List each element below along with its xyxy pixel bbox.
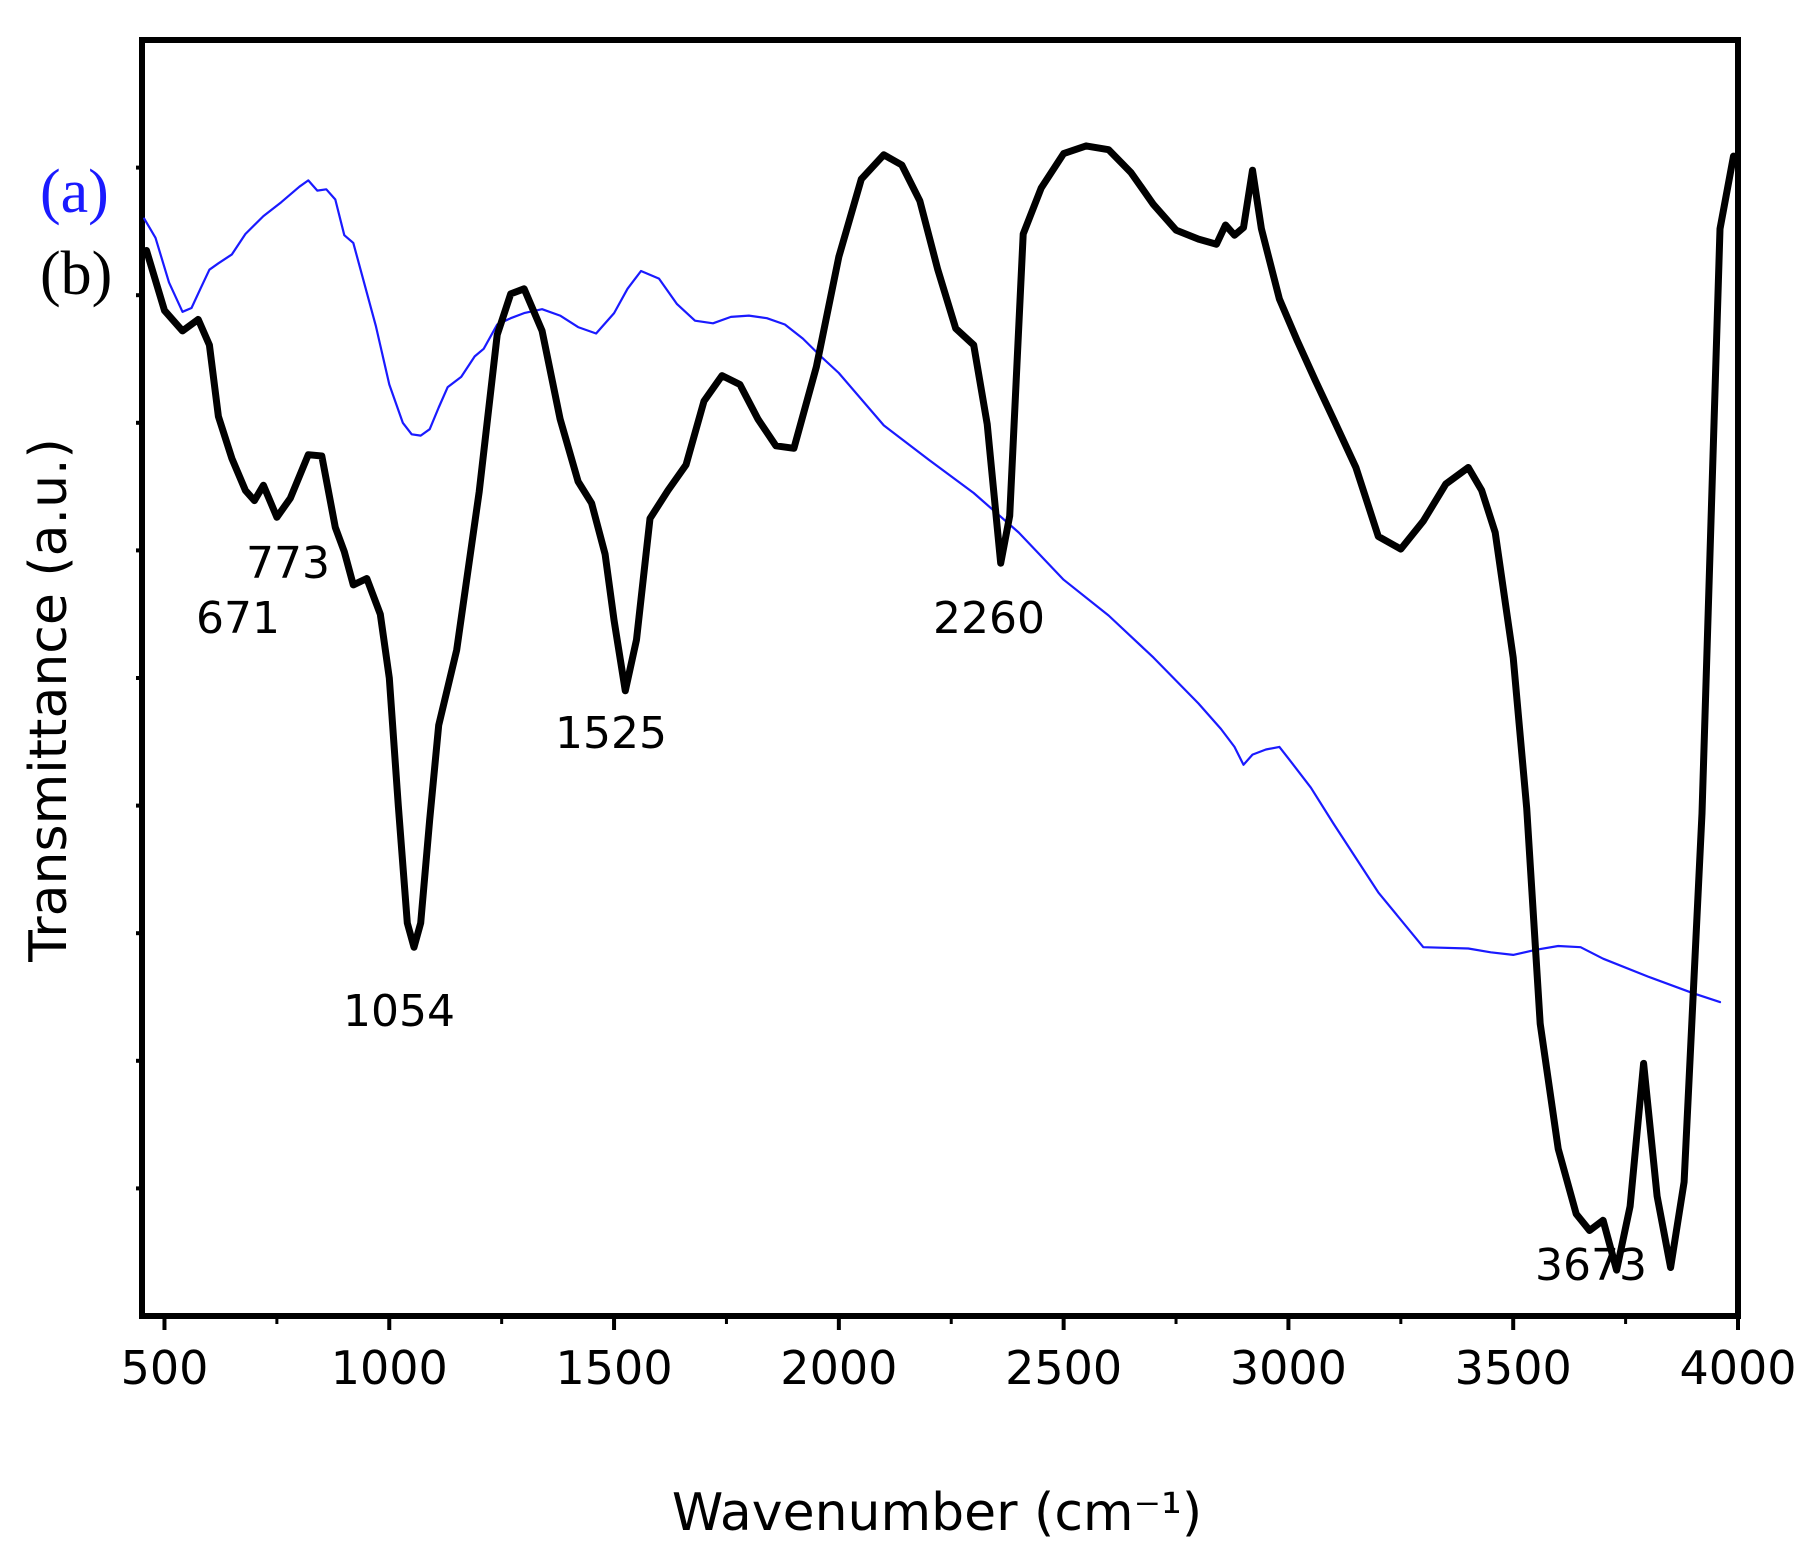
peak-label-671: 671: [196, 593, 280, 644]
y-axis-title: Transmittance (a.u.): [19, 438, 79, 963]
x-tick-label: 500: [121, 1341, 209, 1395]
x-tick-label: 2000: [780, 1341, 897, 1395]
peak-label-1054: 1054: [343, 986, 455, 1037]
legend-label-a: (a): [40, 158, 109, 226]
x-tick-label: 3500: [1455, 1341, 1572, 1395]
x-tick-label: 1500: [556, 1341, 673, 1395]
series-b-line: [143, 142, 1737, 1274]
peak-label-773: 773: [246, 538, 330, 589]
x-axis-title: Wavenumber (cm⁻¹): [672, 1483, 1202, 1543]
peak-label-1525: 1525: [555, 708, 667, 759]
peak-label-3673: 3673: [1535, 1240, 1647, 1291]
x-tick-label: 2500: [1005, 1341, 1122, 1395]
x-tick-label: 3000: [1230, 1341, 1347, 1395]
plot-frame: [139, 37, 1741, 1319]
series-a-line: [143, 179, 1722, 1004]
x-tick-label: 4000: [1679, 1341, 1796, 1395]
x-tick-label: 1000: [331, 1341, 448, 1395]
peak-label-2260: 2260: [933, 593, 1045, 644]
legend-label-b: (b): [40, 240, 112, 308]
